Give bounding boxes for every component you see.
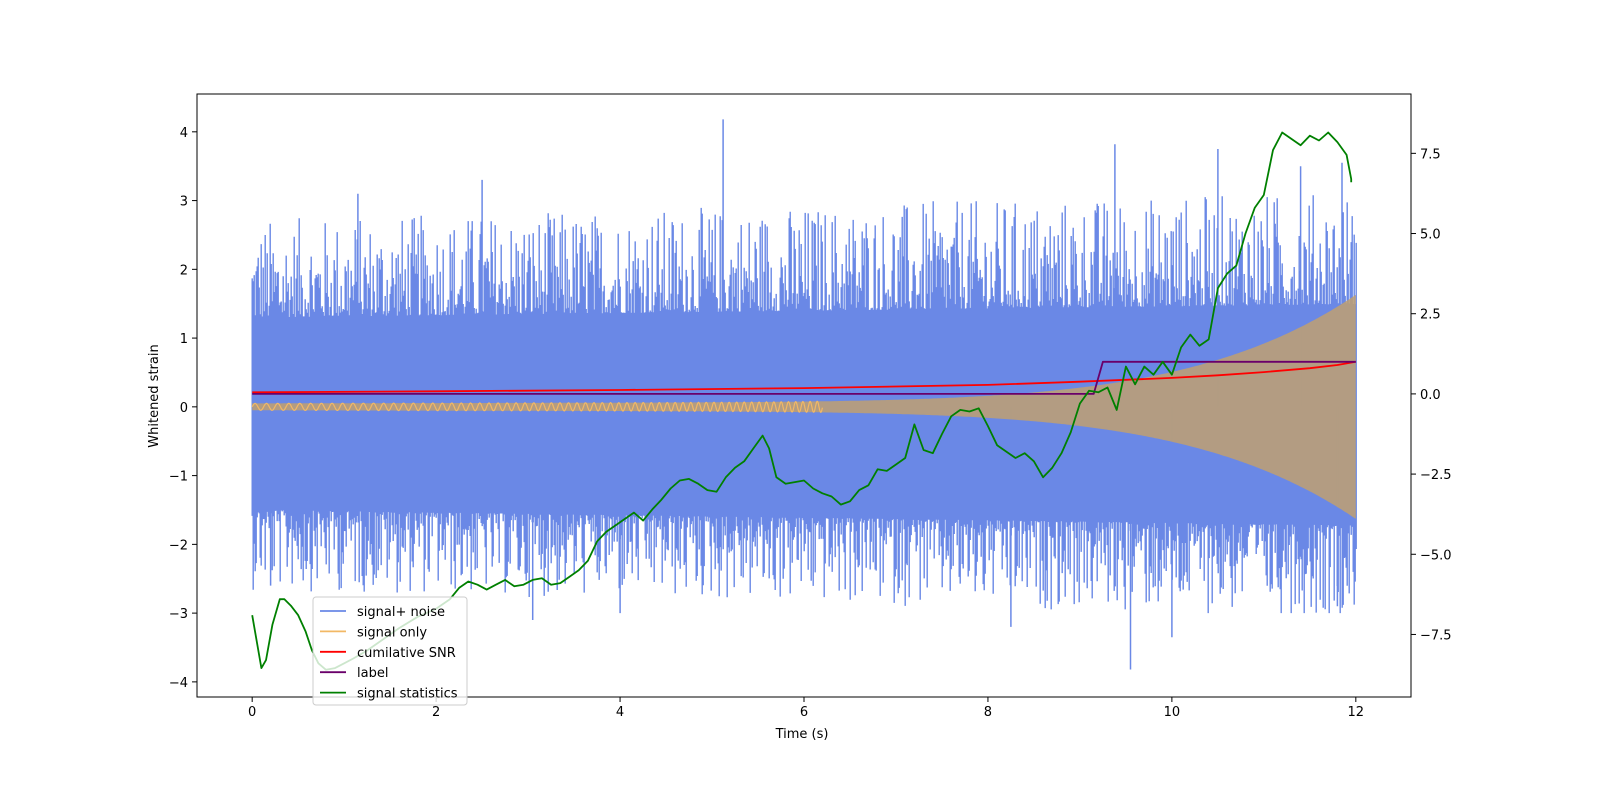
- y2-tick-label: 0.0: [1420, 388, 1441, 403]
- y-tick-label: −1: [169, 470, 188, 485]
- y-tick-label: 1: [180, 332, 188, 347]
- y-tick-label: 3: [180, 195, 188, 210]
- y2-tick-label: −7.5: [1420, 628, 1452, 643]
- legend: signal+ noise signal only cumilative SNR la…: [312, 596, 468, 706]
- y-tick-label: 2: [180, 263, 188, 278]
- y-tick-label: −3: [169, 607, 188, 622]
- x-tick-label: 12: [1348, 705, 1365, 720]
- series-label: [252, 360, 1356, 395]
- x-tick-label: 2: [432, 705, 440, 720]
- y-tick-label: 0: [180, 401, 188, 416]
- y-axis-left: −4 −3 −2 −1 0 1 2 3 4: [169, 126, 197, 691]
- legend-label: label: [357, 666, 388, 681]
- y-axis-right: −7.5 −5.0 −2.5 0.0 2.5 5.0 7.5: [1411, 147, 1452, 643]
- legend-label: signal statistics: [357, 687, 458, 702]
- x-axis-label: Time (s): [775, 727, 829, 742]
- x-tick-label: 0: [248, 705, 256, 720]
- y-tick-label: −2: [169, 538, 188, 553]
- y2-tick-label: 5.0: [1420, 228, 1441, 243]
- y2-tick-label: 2.5: [1420, 308, 1441, 323]
- x-tick-label: 10: [1164, 705, 1181, 720]
- series-signal-only-envelope: [252, 294, 1356, 519]
- y-axis-label: Whitened strain: [147, 344, 162, 447]
- y-tick-label: 4: [180, 126, 188, 141]
- series-signal-only: [251, 400, 823, 413]
- y-tick-label: −4: [169, 676, 188, 691]
- legend-label: signal only: [357, 625, 427, 640]
- series-signal-noise-spikes: [269, 119, 1343, 670]
- series-cumulative-snr: [252, 360, 1356, 394]
- legend-label: cumilative SNR: [357, 646, 456, 661]
- legend-box: [312, 596, 468, 706]
- x-axis: 0 2 4 6 8 10 12: [248, 697, 1364, 720]
- x-tick-label: 8: [984, 705, 992, 720]
- y2-tick-label: −5.0: [1420, 548, 1452, 563]
- x-tick-label: 6: [800, 705, 808, 720]
- x-tick-label: 4: [616, 705, 624, 720]
- series-layer: [251, 119, 1357, 671]
- y2-tick-label: 7.5: [1420, 147, 1441, 162]
- y2-tick-label: −2.5: [1420, 468, 1452, 483]
- legend-label: signal+ noise: [357, 605, 445, 620]
